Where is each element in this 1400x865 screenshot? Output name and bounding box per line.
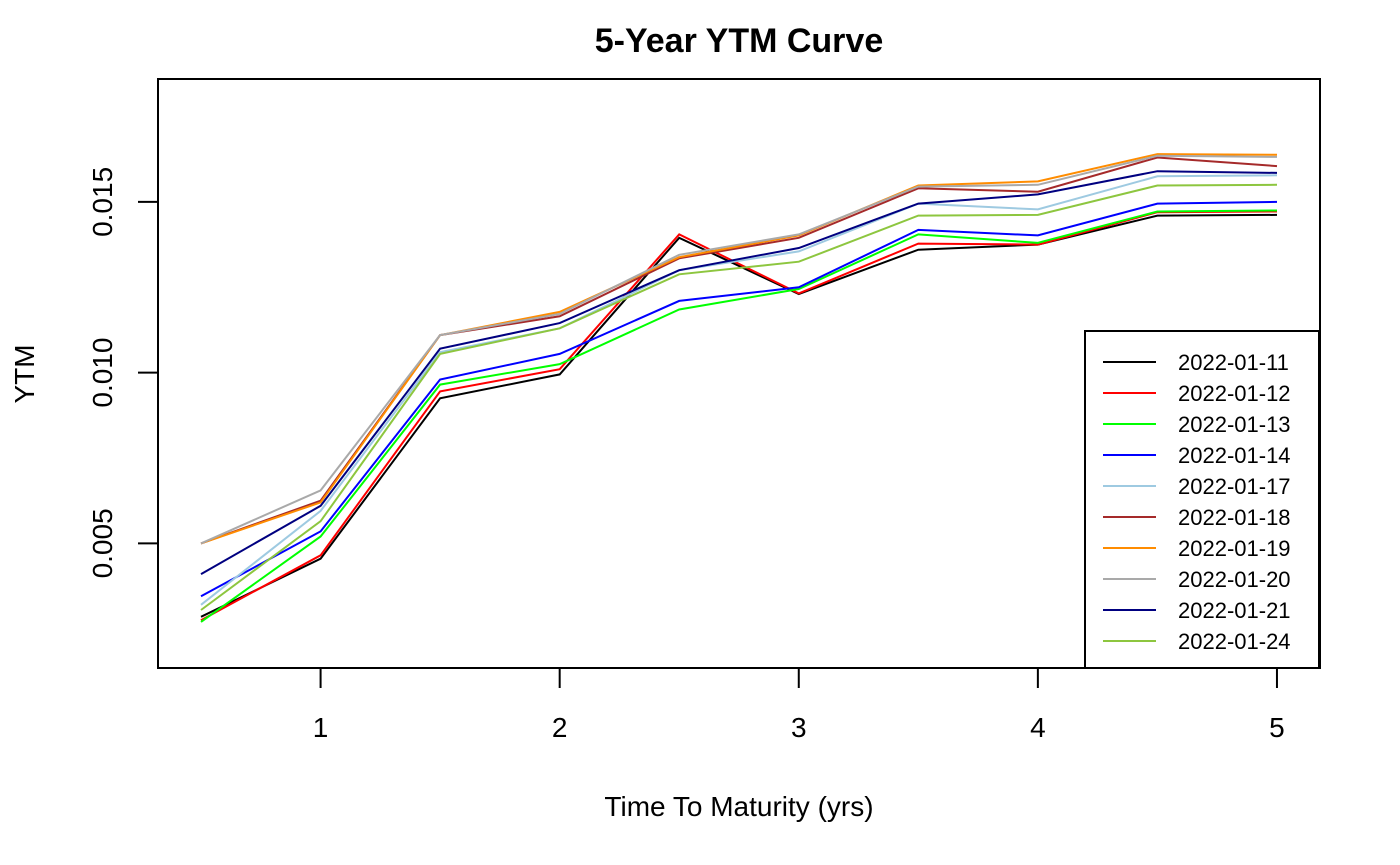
legend-entry-label: 2022-01-24 xyxy=(1178,629,1291,654)
series-line-2022-01-21 xyxy=(200,170,1278,575)
legend-entry-label: 2022-01-12 xyxy=(1178,381,1291,406)
legend-box xyxy=(1084,330,1320,669)
series-line-2022-01-13 xyxy=(200,209,1278,623)
legend-entry-label: 2022-01-17 xyxy=(1178,474,1291,499)
y-tick-label: 0.005 xyxy=(87,508,118,578)
x-tick-label: 1 xyxy=(313,712,329,743)
x-tick-label: 5 xyxy=(1269,712,1285,743)
series-lines xyxy=(200,153,1278,623)
series-line-2022-01-20 xyxy=(200,154,1278,545)
series-line-2022-01-19 xyxy=(200,153,1278,545)
legend-entry-label: 2022-01-21 xyxy=(1178,598,1291,623)
x-tick-label: 3 xyxy=(791,712,807,743)
legend-entry-label: 2022-01-18 xyxy=(1178,505,1291,530)
legend-entry-label: 2022-01-19 xyxy=(1178,536,1291,561)
x-tick-label: 2 xyxy=(552,712,568,743)
x-tick-label: 4 xyxy=(1030,712,1046,743)
y-tick-label: 0.010 xyxy=(87,338,118,408)
y-axis-label: YTM xyxy=(9,344,40,403)
legend: 2022-01-11 2022-01-12 2022-01-13 2022-01-14… xyxy=(1084,330,1320,669)
legend-entry-label: 2022-01-11 xyxy=(1178,350,1289,375)
chart-title: 5-Year YTM Curve xyxy=(595,22,884,60)
series-line-2022-01-14 xyxy=(200,200,1278,598)
x-axis-label: Time To Maturity (yrs) xyxy=(604,791,873,822)
x-axis: 1 2 3 4 5 xyxy=(313,667,1285,743)
y-axis: 0.005 0.010 0.015 xyxy=(87,167,159,578)
legend-entry-label: 2022-01-13 xyxy=(1178,412,1291,437)
series-line-2022-01-11 xyxy=(200,213,1278,618)
series-line-2022-01-12 xyxy=(200,210,1278,622)
series-line-2022-01-24 xyxy=(200,183,1278,611)
legend-entry-label: 2022-01-14 xyxy=(1178,443,1291,468)
series-line-2022-01-17 xyxy=(200,174,1278,606)
legend-entry-label: 2022-01-20 xyxy=(1178,567,1291,592)
y-tick-label: 0.015 xyxy=(87,167,118,237)
